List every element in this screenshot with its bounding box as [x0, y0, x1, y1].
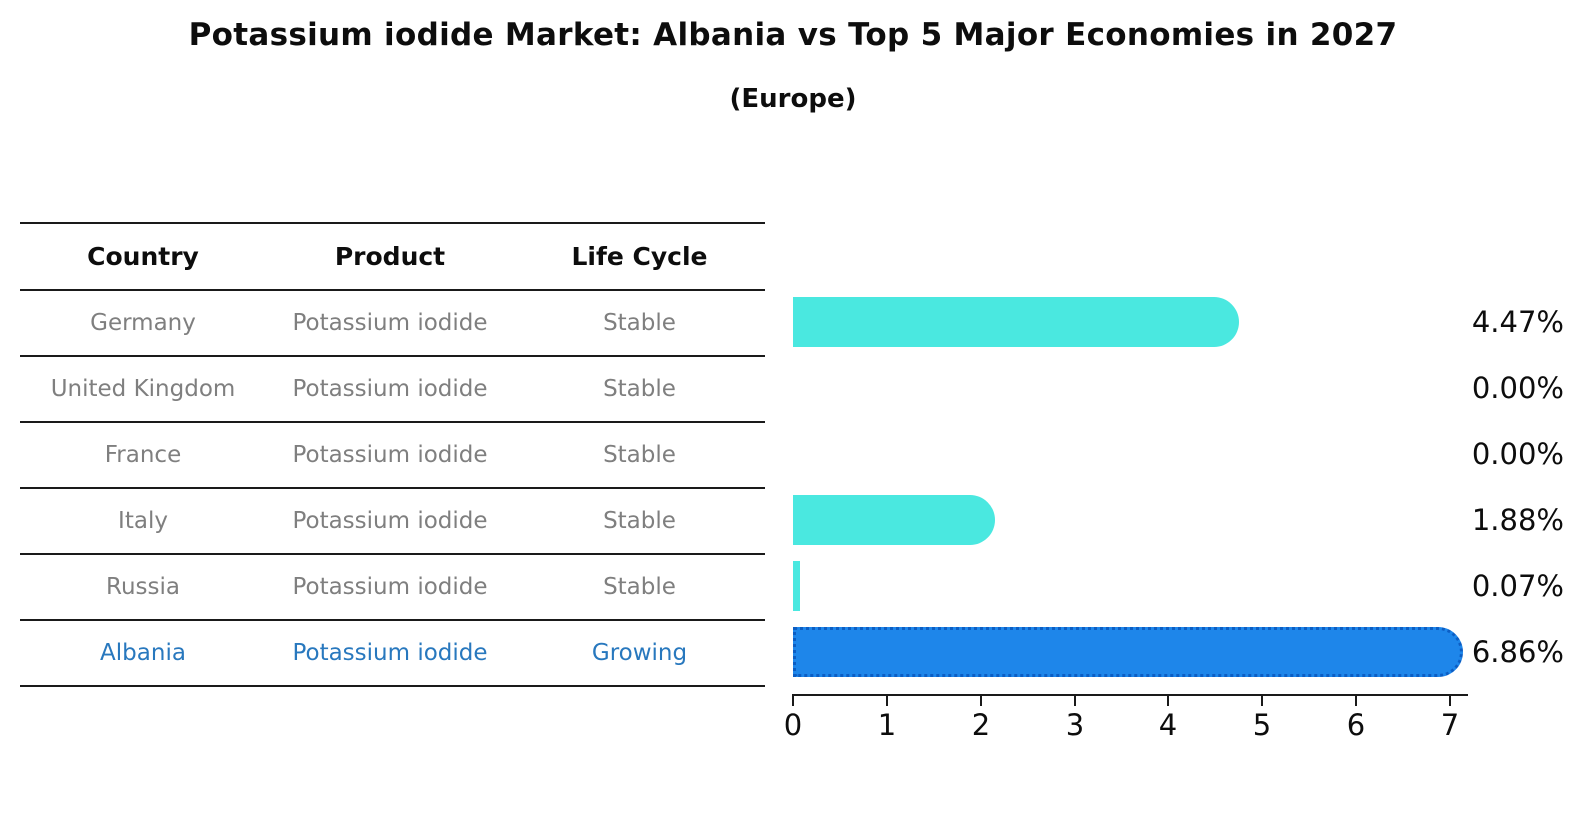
table-divider-line: [20, 289, 765, 291]
product-cell: Potassium iodide: [292, 310, 488, 336]
bar-russia: [793, 561, 800, 611]
table-divider-line: [20, 222, 765, 224]
x-axis-tick-label-7: 7: [1440, 708, 1460, 742]
x-axis-tick-4: [1167, 696, 1169, 706]
product-cell: Potassium iodide: [292, 574, 488, 600]
table-row-france: France Potassium iodide Stable: [20, 423, 765, 487]
country-cell: United Kingdom: [50, 376, 236, 402]
table-divider-line: [20, 685, 765, 687]
table-row-germany: Germany Potassium iodide Stable: [20, 291, 765, 355]
country-cell: Albania: [100, 640, 186, 666]
lifecycle-cell: Stable: [603, 310, 676, 336]
country-cell: Russia: [106, 574, 180, 600]
page-title: Potassium iodide Market: Albania vs Top …: [188, 17, 1398, 53]
x-axis-line: [792, 694, 1468, 696]
table-row-united-kingdom: United Kingdom Potassium iodide Stable: [20, 357, 765, 421]
value-label-france: 0.00%: [1471, 437, 1564, 471]
x-axis-tick-label-5: 5: [1252, 708, 1272, 742]
value-label-united-kingdom: 0.00%: [1471, 371, 1564, 405]
x-axis-tick-label-2: 2: [971, 708, 991, 742]
country-cell: Italy: [118, 508, 168, 534]
value-label-germany: 4.47%: [1471, 305, 1564, 339]
column-header-country: Country: [87, 242, 199, 271]
x-axis-tick-7: [1449, 696, 1451, 706]
x-axis-tick-label-3: 3: [1065, 708, 1085, 742]
table-divider-line: [20, 421, 765, 423]
column-header-life-cycle: Life Cycle: [571, 242, 708, 271]
table-row-italy: Italy Potassium iodide Stable: [20, 489, 765, 553]
product-cell: Potassium iodide: [292, 442, 488, 468]
value-label-albania: 6.86%: [1471, 635, 1564, 669]
lifecycle-cell: Growing: [591, 640, 688, 666]
lifecycle-cell: Stable: [603, 574, 676, 600]
table-divider-line: [20, 619, 765, 621]
value-label-italy: 1.88%: [1471, 503, 1564, 537]
country-cell: France: [104, 442, 182, 468]
table-header-row: Country Product Life Cycle: [20, 224, 765, 289]
product-cell: Potassium iodide: [292, 376, 488, 402]
table-divider-line: [20, 487, 765, 489]
lifecycle-cell: Stable: [603, 376, 676, 402]
x-axis-tick-label-1: 1: [877, 708, 897, 742]
bar-albania: [793, 627, 1463, 677]
table-row-russia: Russia Potassium iodide Stable: [20, 555, 765, 619]
x-axis-tick-0: [792, 696, 794, 706]
x-axis-tick-3: [1074, 696, 1076, 706]
table-divider-line: [20, 355, 765, 357]
value-label-russia: 0.07%: [1471, 569, 1564, 603]
lifecycle-cell: Stable: [603, 508, 676, 534]
table-row-albania: Albania Potassium iodide Growing: [20, 621, 765, 685]
x-axis-tick-5: [1261, 696, 1263, 706]
page-subtitle: (Europe): [729, 84, 857, 114]
product-cell: Potassium iodide: [292, 508, 488, 534]
bar-italy: [793, 495, 995, 545]
x-axis-tick-2: [980, 696, 982, 706]
table-divider-line: [20, 553, 765, 555]
country-cell: Germany: [90, 310, 196, 336]
x-axis-tick-1: [886, 696, 888, 706]
x-axis-tick-label-0: 0: [783, 708, 803, 742]
x-axis-tick-6: [1355, 696, 1357, 706]
lifecycle-cell: Stable: [603, 442, 676, 468]
x-axis-tick-label-4: 4: [1158, 708, 1178, 742]
x-axis-tick-label-6: 6: [1346, 708, 1366, 742]
column-header-product: Product: [334, 242, 446, 271]
bar-germany: [793, 297, 1239, 347]
product-cell: Potassium iodide: [292, 640, 488, 666]
